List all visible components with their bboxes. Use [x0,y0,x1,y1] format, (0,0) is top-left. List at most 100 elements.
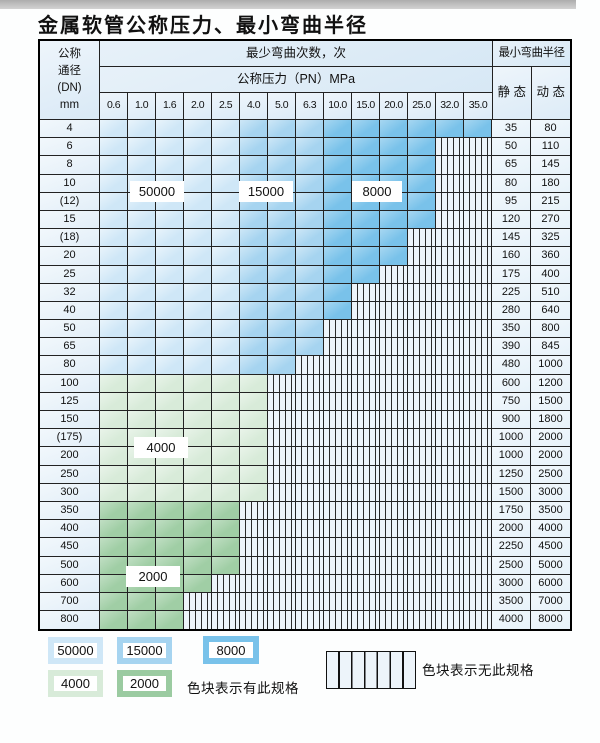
spec-cell [240,247,268,266]
legend-box-50000: 50000 [48,637,103,664]
legend-no-spec-text: 色块表示无此规格 [422,663,534,678]
spec-cell [100,483,128,502]
spec-cell [268,120,296,139]
spec-cell [324,247,352,266]
spec-cell [128,483,156,502]
dn-value: 10 [40,174,100,193]
spec-cell [212,501,240,521]
no-spec-cell [380,611,408,630]
spec-cell [380,229,408,248]
table-body: 4 35 80 6 50 110 8 65 145 10 80 180 (12) 95 215 15 120 27… [40,119,570,630]
spec-cell [184,574,212,593]
spec-cell [212,247,240,266]
dn-value: 350 [40,501,100,521]
dn-value: 20 [40,247,100,266]
no-spec-cell [324,465,352,484]
scan-edge-strip [0,0,576,9]
dn-value: 300 [40,483,100,502]
no-spec-cell [464,283,492,302]
static-radius-value: 390 [492,338,531,357]
dn-value: 150 [40,411,100,430]
no-spec-cell [352,611,380,630]
table-row: 25 175 400 [40,265,570,284]
spec-cell [128,411,156,430]
spec-cell [268,229,296,248]
no-spec-cell [436,156,464,175]
no-spec-cell [464,356,492,375]
table-row: 250 1250 2500 [40,465,570,484]
no-spec-cell [324,392,352,411]
no-spec-cell [268,465,296,484]
spec-cell [268,356,296,375]
spec-cell [296,301,324,321]
static-radius-value: 2000 [492,520,531,539]
spec-cell [212,520,240,539]
dn-value: 800 [40,611,100,630]
no-spec-cell [436,174,464,193]
spec-cell [212,120,240,139]
spec-cell [184,138,212,157]
no-spec-cell [380,283,408,302]
no-spec-cell [408,611,436,630]
spec-cell [296,247,324,266]
no-spec-cell [436,611,464,630]
dn-value: 8 [40,156,100,175]
no-spec-cell [408,229,436,248]
dn-value: 6 [40,138,100,157]
spec-cell [128,156,156,175]
no-spec-cell [436,356,464,375]
spec-cell [100,520,128,539]
spec-cell [268,338,296,357]
static-radius-value: 160 [492,247,531,266]
no-spec-cell [380,556,408,575]
spec-cell [128,265,156,284]
dn-header-line: 通径 [58,65,81,77]
no-spec-cell [268,447,296,466]
spec-cell [184,283,212,302]
zone-label-8000: 8000 [352,181,402,202]
spec-cell [268,301,296,321]
spec-cell [296,210,324,230]
spec-cell [352,120,380,139]
no-spec-cell [352,320,380,339]
no-spec-cell [436,301,464,321]
no-spec-cell [268,429,296,448]
spec-cell [100,574,128,593]
table-row: 8 65 145 [40,156,570,175]
no-spec-cell [212,611,240,630]
dynamic-radius-value: 1000 [531,356,570,375]
no-spec-cell [436,411,464,430]
static-radius-value: 35 [492,120,531,139]
static-radius-value: 1500 [492,483,531,502]
spec-cell [296,283,324,302]
spec-cell [240,483,268,502]
no-spec-cell [380,338,408,357]
table-row: 50 350 800 [40,320,570,339]
table-row: 65 390 845 [40,338,570,357]
dynamic-radius-value: 510 [531,283,570,302]
spec-cell [184,483,212,502]
static-radius-value: 1250 [492,465,531,484]
spec-cell [240,338,268,357]
spec-cell [184,229,212,248]
pressure-column-header: 10.0 [324,93,352,119]
static-radius-value: 900 [492,411,531,430]
spec-cell [156,120,184,139]
spec-cell [128,592,156,612]
no-spec-cell [324,374,352,393]
spec-cell [324,210,352,230]
no-spec-cell [436,192,464,211]
no-spec-cell [464,392,492,411]
no-spec-cell [408,429,436,448]
no-spec-cell [324,501,352,521]
spec-cell [380,210,408,230]
spec-cell [100,374,128,393]
pressure-column-header: 6.3 [296,93,324,119]
no-spec-cell [408,247,436,266]
spec-cell [156,356,184,375]
static-radius-value: 50 [492,138,531,157]
spec-cell [128,356,156,375]
no-spec-cell [408,392,436,411]
no-spec-cell [324,556,352,575]
spec-cell [156,301,184,321]
